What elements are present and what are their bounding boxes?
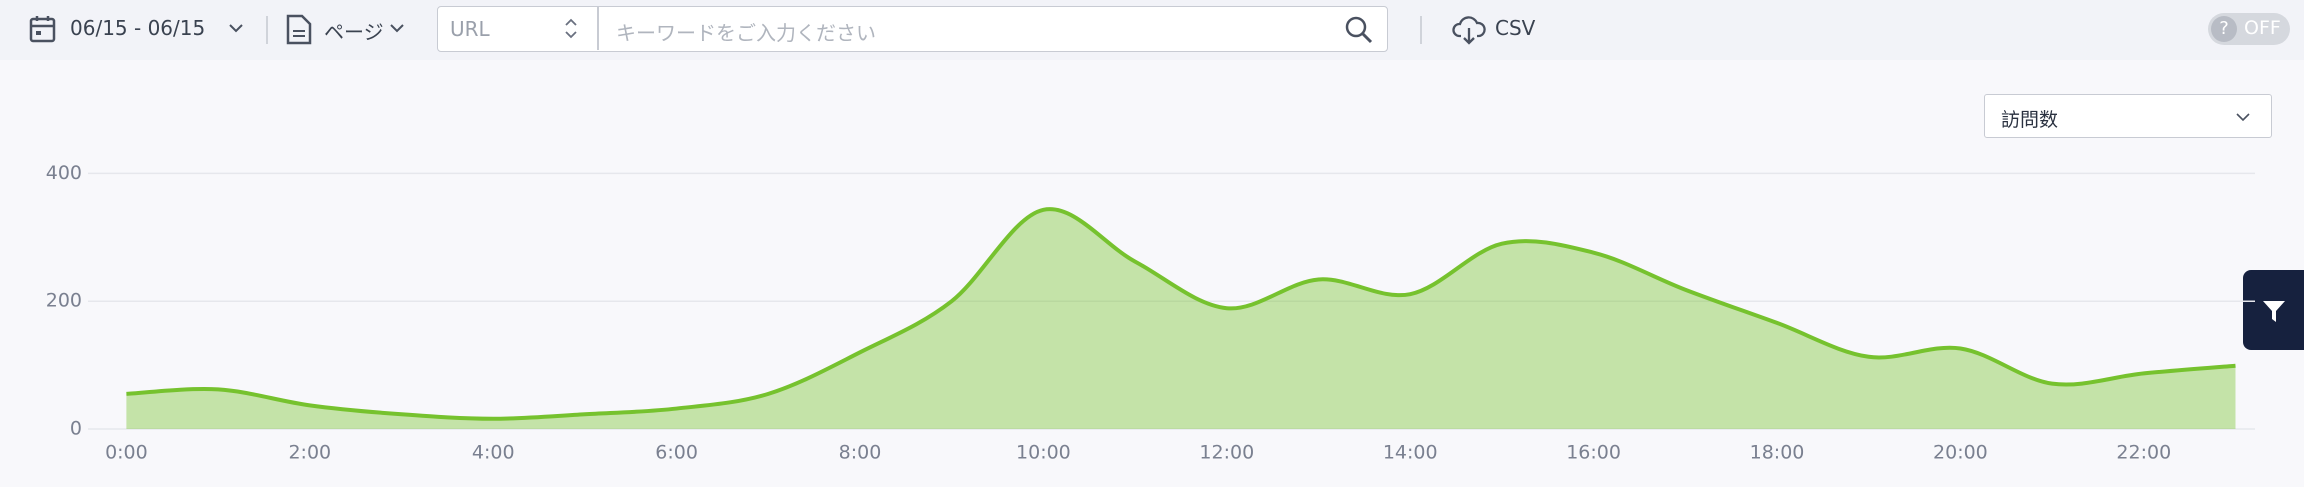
date-range[interactable]: 06/15 - 06/15	[70, 16, 206, 40]
metric-dropdown[interactable]: 訪問数	[1984, 94, 2272, 138]
x-tick-label: 2:00	[288, 442, 331, 464]
x-tick-label: 16:00	[1566, 442, 1621, 464]
page-icon	[286, 14, 312, 45]
help-icon: ?	[2211, 16, 2237, 42]
metric-label: 訪問数	[2001, 109, 2059, 131]
search-field[interactable]: URL	[450, 17, 490, 41]
toggle[interactable]: ? OFF	[2208, 13, 2290, 45]
divider	[266, 16, 268, 44]
cloud-download-icon	[1452, 16, 1486, 45]
x-tick-label: 14:00	[1383, 442, 1438, 464]
toggle-label: OFF	[2244, 17, 2281, 39]
csv-export[interactable]: CSV	[1495, 16, 1536, 40]
select-arrows	[565, 18, 577, 39]
calendar-icon	[29, 16, 56, 43]
search-icon[interactable]	[1344, 15, 1374, 45]
x-tick-label: 10:00	[1016, 442, 1071, 464]
x-tick-label: 6:00	[655, 442, 698, 464]
x-tick-label: 22:00	[2116, 442, 2171, 464]
y-tick-label: 400	[46, 162, 82, 184]
search-input[interactable]: キーワードをご入力ください	[616, 21, 876, 45]
divider	[1420, 16, 1422, 44]
toolbar: 06/15 - 06/15 ページ URL キーワードをご入力ください CSV …	[0, 0, 2304, 60]
filter-icon	[2263, 301, 2285, 322]
x-tick-label: 18:00	[1750, 442, 1805, 464]
x-tick-label: 4:00	[472, 442, 515, 464]
chevron	[390, 24, 404, 33]
y-tick-label: 200	[46, 290, 82, 312]
area	[126, 209, 2236, 429]
x-tick-label: 8:00	[839, 442, 882, 464]
x-tick-label: 20:00	[1933, 442, 1988, 464]
chevron	[2236, 113, 2250, 122]
x-tick-label: 12:00	[1199, 442, 1254, 464]
search-box: URL キーワードをご入力ください	[437, 6, 1388, 52]
page-type[interactable]: ページ	[324, 20, 384, 44]
chevron	[229, 24, 243, 33]
line	[126, 207, 2236, 421]
filter-button[interactable]	[2243, 270, 2304, 350]
x-tick-label: 0:00	[105, 442, 148, 464]
divider	[597, 7, 599, 50]
y-tick-label: 0	[70, 418, 82, 440]
